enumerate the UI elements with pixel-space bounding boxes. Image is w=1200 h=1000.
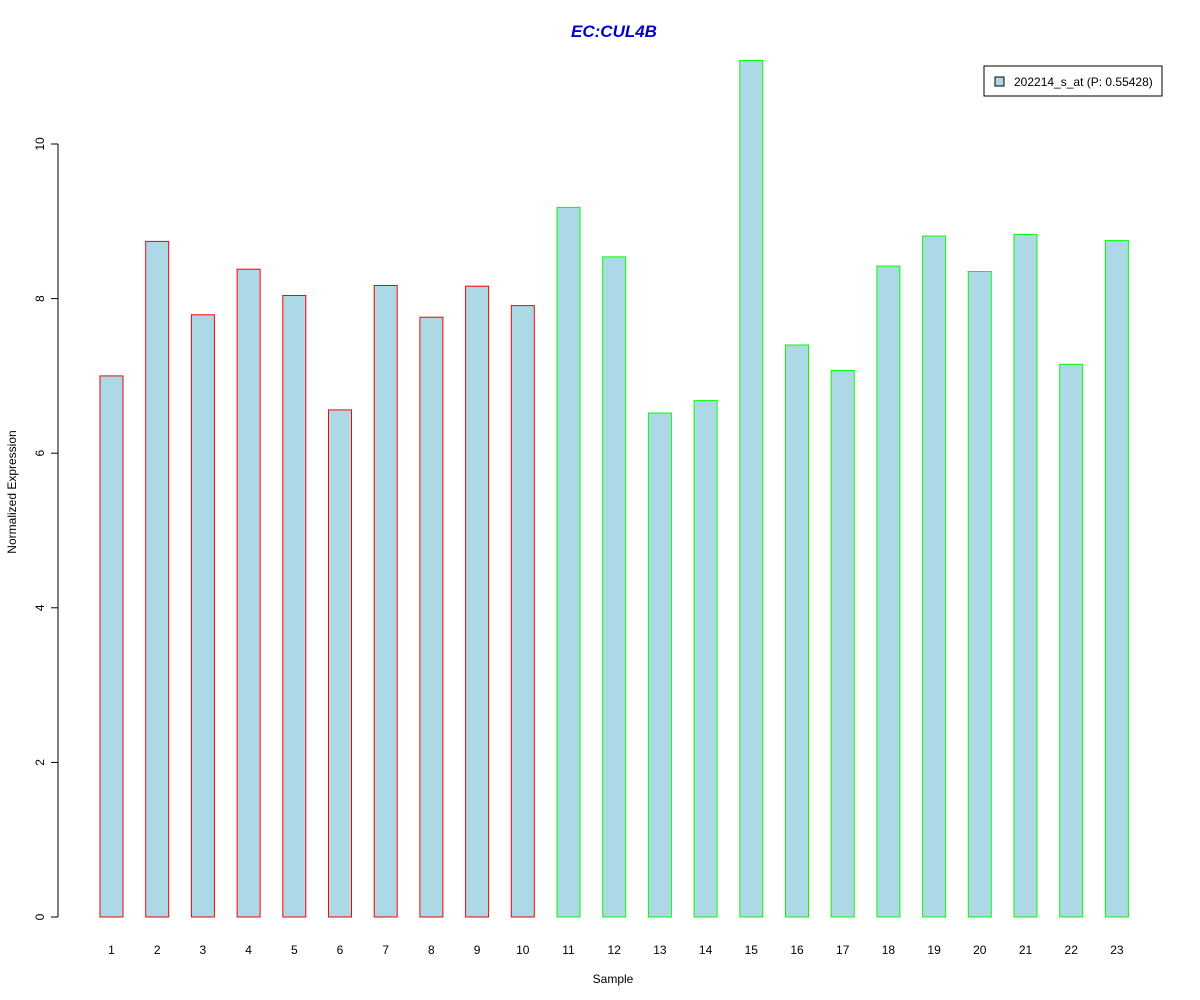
x-tick-label: 19 <box>927 943 941 957</box>
x-tick-label: 6 <box>337 943 344 957</box>
y-tick-label: 10 <box>33 137 47 151</box>
y-tick-label: 2 <box>33 759 47 766</box>
bar-sample-14 <box>693 400 718 918</box>
y-tick-label: 0 <box>33 913 47 920</box>
x-tick-label: 8 <box>428 943 435 957</box>
bars-group <box>99 60 1129 918</box>
bar-sample-9 <box>465 285 490 918</box>
y-tick-label: 8 <box>33 295 47 302</box>
x-tick-label: 12 <box>608 943 622 957</box>
bar-sample-4 <box>236 268 261 918</box>
bar-sample-15 <box>739 60 764 918</box>
bar-sample-12 <box>602 256 627 918</box>
x-tick-label: 7 <box>382 943 389 957</box>
chart-title: EC:CUL4B <box>571 22 657 41</box>
x-axis-label: Sample <box>593 972 634 986</box>
x-tick-label: 17 <box>836 943 850 957</box>
x-tick-label: 16 <box>790 943 804 957</box>
y-tick-label: 4 <box>33 604 47 611</box>
x-tick-label: 22 <box>1065 943 1079 957</box>
bar-sample-19 <box>922 235 947 918</box>
x-tick-label: 4 <box>245 943 252 957</box>
legend-label: 202214_s_at (P: 0.55428) <box>1014 75 1153 89</box>
x-tick-label: 5 <box>291 943 298 957</box>
bar-sample-20 <box>967 271 992 918</box>
x-tick-label: 14 <box>699 943 713 957</box>
x-tick-label: 2 <box>154 943 161 957</box>
bar-sample-23 <box>1104 240 1129 918</box>
y-tick-label: 6 <box>33 450 47 457</box>
bar-sample-16 <box>785 344 809 918</box>
bar-sample-10 <box>510 305 535 918</box>
bar-sample-1 <box>99 375 124 918</box>
x-tick-labels: 1 2 3 4 5 6 7 8 9 10 11 12 13 14 15 16 17 18 19 20 21 22 23 <box>108 943 1124 957</box>
bar-sample-3 <box>190 314 215 918</box>
legend-swatch <box>994 76 1005 87</box>
bar-sample-13 <box>647 412 672 918</box>
bar-sample-2 <box>145 240 170 918</box>
x-tick-label: 10 <box>516 943 530 957</box>
x-tick-label: 21 <box>1019 943 1033 957</box>
bar-sample-11 <box>556 206 581 918</box>
bar-sample-8 <box>419 316 444 918</box>
bar-sample-17 <box>830 370 855 918</box>
bar-sample-5 <box>282 295 307 918</box>
x-tick-label: 11 <box>562 943 575 957</box>
legend-box <box>983 65 1163 97</box>
x-tick-label: 15 <box>745 943 759 957</box>
bar-sample-7 <box>373 285 398 918</box>
y-axis: 0 2 4 6 8 10 <box>33 137 59 920</box>
bar-sample-22 <box>1059 363 1084 918</box>
x-tick-label: 13 <box>653 943 667 957</box>
x-tick-label: 9 <box>474 943 481 957</box>
x-tick-label: 1 <box>108 943 115 957</box>
legend: 202214_s_at (P: 0.55428) <box>983 65 1163 97</box>
x-tick-label: 23 <box>1110 943 1124 957</box>
x-tick-label: 18 <box>882 943 896 957</box>
x-tick-label: 20 <box>973 943 987 957</box>
bar-sample-21 <box>1013 233 1038 918</box>
bar-sample-18 <box>876 265 901 918</box>
x-tick-label: 3 <box>200 943 207 957</box>
y-axis-label: Normalized Expression <box>5 430 19 553</box>
bar-sample-6 <box>328 409 352 918</box>
